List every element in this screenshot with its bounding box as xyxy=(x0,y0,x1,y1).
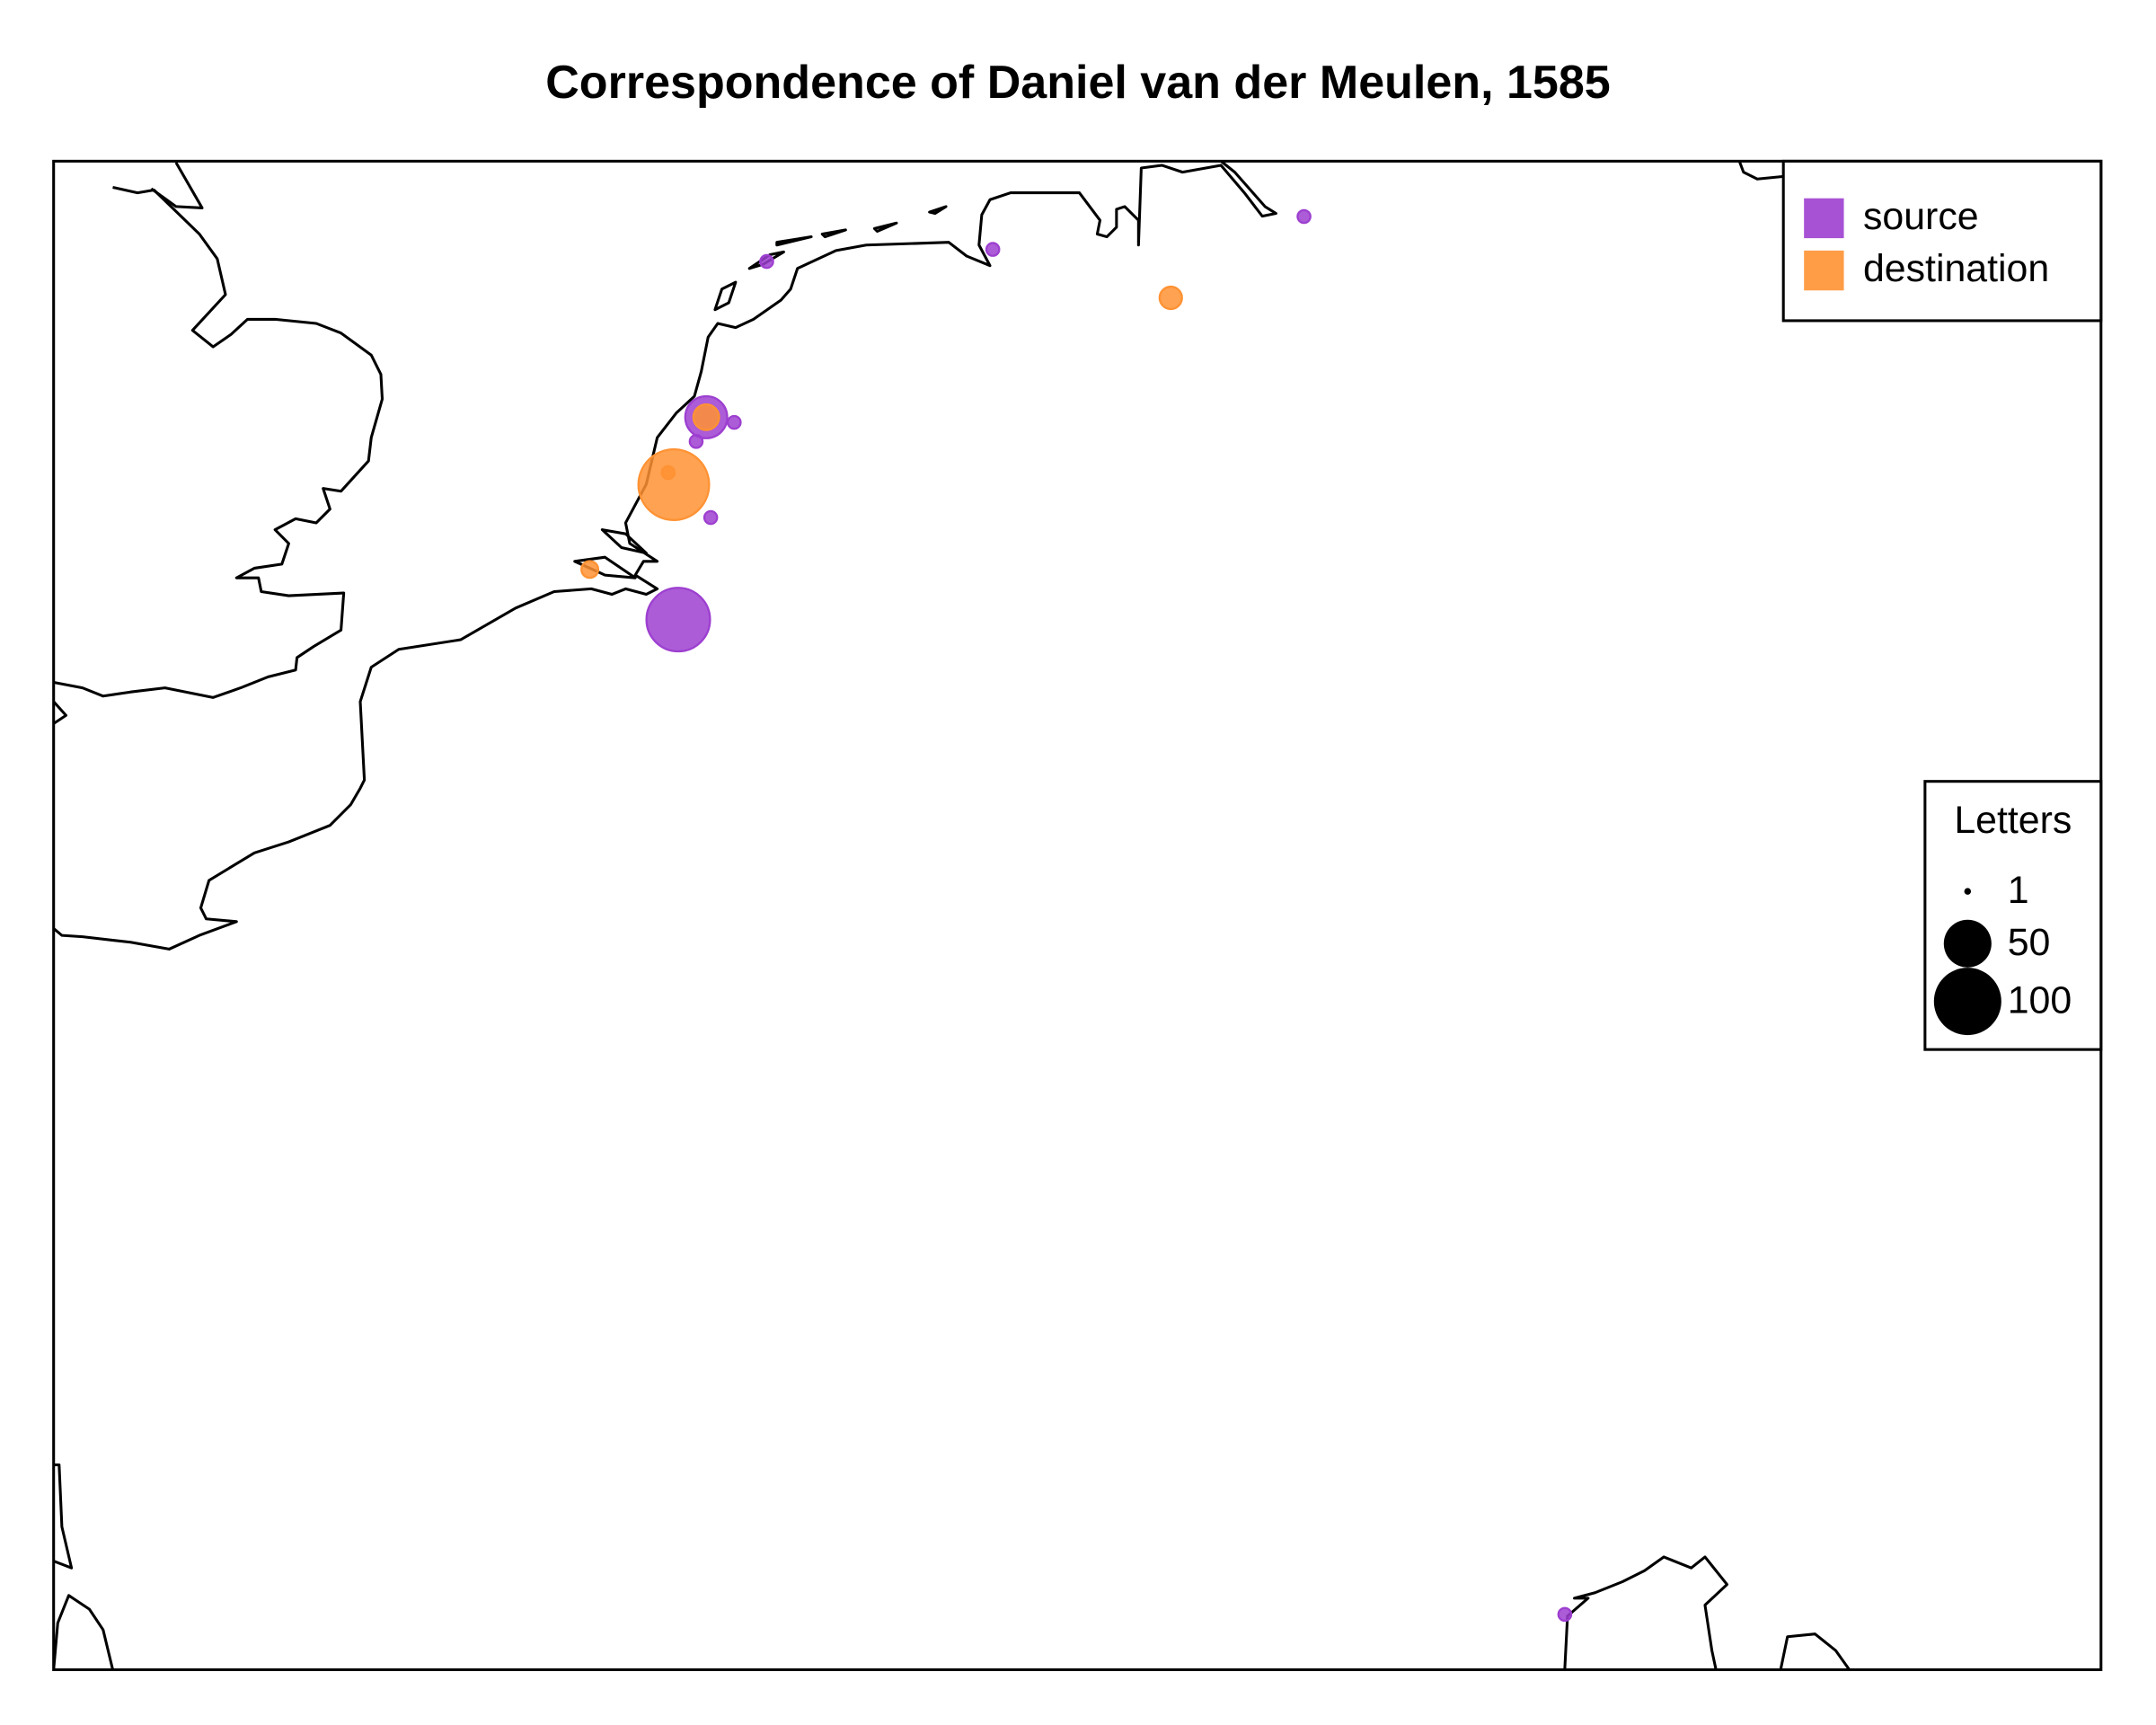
size-legend-mark xyxy=(1943,919,1992,968)
coastline xyxy=(1737,161,1785,181)
bubble xyxy=(1557,1606,1573,1623)
island xyxy=(928,205,948,216)
coastline xyxy=(1563,1555,1728,1670)
chart-title: Correspondence of Daniel van der Meulen,… xyxy=(545,57,1611,109)
bubble xyxy=(688,434,704,449)
size-legend-label: 50 xyxy=(2008,921,2051,964)
size-legend-title: Letters xyxy=(1954,799,2072,842)
legend: source destination Letters 1 50 100 xyxy=(1781,159,2103,1051)
size-legend-label: 100 xyxy=(2008,978,2072,1022)
island xyxy=(600,528,648,555)
bubble xyxy=(692,402,720,431)
plot-frame xyxy=(52,159,2103,1671)
legend-swatch xyxy=(1804,198,1844,239)
bubble xyxy=(1296,208,1312,225)
coastline xyxy=(53,1594,114,1670)
size-legend-mark xyxy=(1933,968,2001,1036)
island xyxy=(820,228,847,239)
bubble xyxy=(660,464,676,481)
coastlines xyxy=(53,161,1851,1670)
legend-label: source xyxy=(1863,195,1979,238)
bubble xyxy=(759,253,774,270)
bubble xyxy=(985,242,1001,257)
bubble xyxy=(580,560,600,579)
bubble xyxy=(1158,285,1183,311)
legend-box xyxy=(1781,159,2103,323)
island xyxy=(775,235,813,247)
points xyxy=(580,208,1573,1623)
bubble xyxy=(702,509,719,526)
bubble xyxy=(637,447,711,521)
legend-swatch xyxy=(1804,250,1844,291)
coastline xyxy=(53,161,1277,951)
coastline xyxy=(150,162,204,209)
legend-label: destination xyxy=(1863,247,2049,290)
coastline xyxy=(53,700,67,725)
coastline xyxy=(53,185,384,699)
bubble xyxy=(645,587,711,653)
island xyxy=(713,280,738,312)
bubble xyxy=(727,414,742,430)
size-legend-mark xyxy=(1964,888,1972,895)
size-legend-label: 1 xyxy=(2008,869,2029,912)
coastline xyxy=(1779,1632,1851,1670)
island xyxy=(872,221,898,233)
coastline xyxy=(53,1463,74,1570)
